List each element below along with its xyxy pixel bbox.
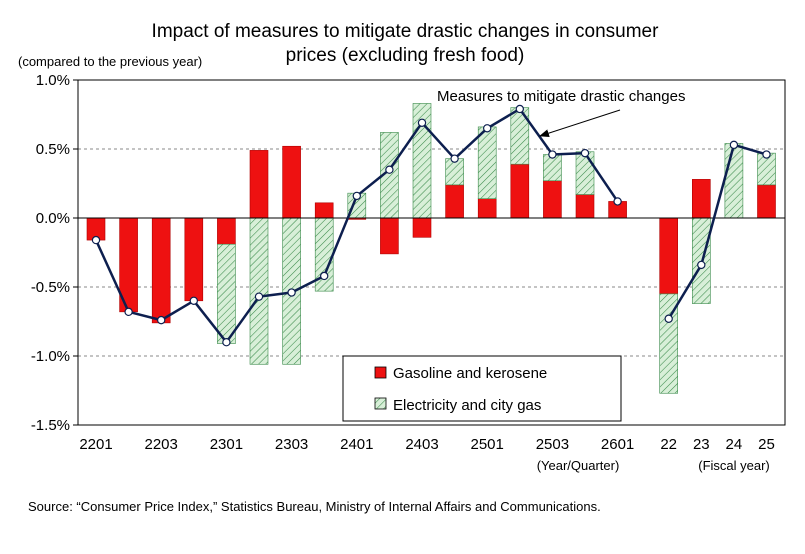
mitigation-line: [667, 143, 767, 320]
mitigation-point: [156, 315, 166, 325]
mitigation-point: [729, 140, 739, 150]
bar-electricity: [575, 151, 595, 195]
bars-layer: [86, 103, 776, 394]
legend-box: [342, 355, 622, 422]
annotation-arrow: [539, 109, 621, 138]
legend-label-electricity: Electricity and city gas: [393, 397, 541, 414]
y-axis-label: (compared to the previous year): [18, 54, 202, 69]
y-tick-label: -1.5%: [31, 417, 70, 434]
mitigation-point: [515, 104, 525, 114]
x-tick-label: 2403: [405, 436, 438, 453]
bar-gasoline: [217, 217, 236, 245]
mitigation-point: [254, 292, 264, 301]
mitigation-point: [613, 197, 622, 206]
legend-swatch-electricity: [374, 397, 387, 410]
mitigation-point: [91, 235, 101, 245]
x-tick-label: 2501: [471, 436, 504, 453]
bar-gasoline: [477, 198, 497, 219]
x-tick-label: 23: [693, 436, 710, 453]
y-tick-label: 0.0%: [36, 210, 70, 227]
bar-electricity: [724, 143, 744, 219]
y-tick-label: -1.0%: [31, 348, 70, 365]
mitigation-point: [548, 150, 557, 159]
bar-gasoline: [282, 145, 301, 219]
mitigation-point: [450, 154, 459, 163]
x-tick-label: 2401: [340, 436, 373, 453]
y-tick-label: 0.5%: [36, 141, 70, 158]
source-note: Source: “Consumer Price Index,” Statisti…: [28, 499, 601, 514]
x-tick-label: 2503: [536, 436, 569, 453]
grid-layer: [78, 148, 785, 357]
axis-layer: 1.0% 0.5% 0.0% -0.5% -1.0% -1.5% 2201 2203 2301 2…: [31, 72, 785, 453]
mitigation-line: [94, 107, 619, 344]
mitigation-point: [697, 260, 706, 270]
bar-gasoline: [412, 217, 432, 238]
bar-electricity: [477, 126, 497, 199]
mitigation-point: [352, 191, 361, 201]
mitigation-point: [417, 118, 427, 127]
x-tick-label: 25: [758, 436, 775, 453]
x-tick-label: 2301: [210, 436, 243, 453]
bar-gasoline: [575, 194, 595, 219]
bar-gasoline: [510, 163, 530, 219]
mitigation-point: [483, 124, 492, 133]
x-unit-quarter: (Year/Quarter): [537, 458, 620, 473]
bar-gasoline: [380, 217, 399, 255]
x-tick-label: 2601: [601, 436, 634, 453]
bar-gasoline: [757, 184, 776, 219]
x-tick-label: 2303: [275, 436, 308, 453]
mitigation-point: [762, 150, 771, 159]
plot-frame: [77, 79, 786, 426]
legend: Gasoline and kerosene Electricity and ci…: [342, 355, 622, 422]
mitigation-point: [664, 314, 673, 323]
x-tick-label: 24: [726, 436, 743, 453]
line-annotation: Measures to mitigate drastic changes: [437, 88, 685, 105]
bar-gasoline: [314, 202, 334, 219]
bar-gasoline: [184, 217, 204, 302]
bar-electricity: [659, 293, 679, 394]
mitigation-point: [320, 271, 329, 281]
bar-electricity: [217, 243, 236, 344]
mitigation-point: [385, 165, 394, 174]
y-tick-label: 1.0%: [36, 72, 70, 89]
mitigation-point: [124, 307, 133, 317]
mitigation-point: [189, 296, 198, 305]
bar-gasoline: [543, 180, 562, 219]
legend-label-gasoline: Gasoline and kerosene: [393, 365, 547, 382]
y-tick-label: -0.5%: [31, 279, 70, 296]
chart-title-line1: Impact of measures to mitigate drastic c…: [152, 21, 660, 42]
bar-gasoline: [151, 217, 171, 324]
bar-gasoline: [659, 217, 679, 295]
mitigation-point: [222, 338, 231, 347]
x-unit-fiscal: (Fiscal year): [698, 458, 770, 473]
bar-gasoline: [249, 150, 269, 219]
legend-swatch-gasoline: [374, 366, 387, 379]
bar-gasoline: [691, 179, 711, 219]
chart-title-line2: prices (excluding fresh food): [286, 45, 525, 66]
bar-gasoline: [445, 184, 464, 219]
mitigation-point: [287, 288, 296, 297]
x-tick-label: 2201: [79, 436, 112, 453]
mitigation-point: [580, 148, 590, 158]
x-tick-label: 22: [660, 436, 677, 453]
line-layer: [91, 104, 771, 347]
x-tick-label: 2203: [145, 436, 178, 453]
bar-electricity: [249, 217, 269, 365]
